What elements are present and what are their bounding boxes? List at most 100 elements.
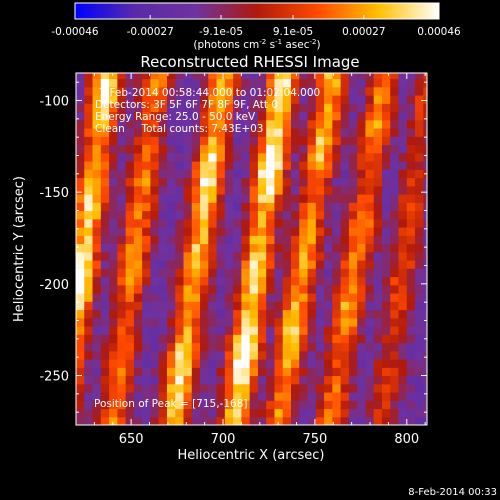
heatmap-cell — [315, 359, 325, 368]
heatmap-cell — [166, 119, 176, 129]
heatmap-cell — [282, 185, 292, 195]
heatmap-cell — [100, 243, 110, 253]
heatmap-cell — [307, 408, 317, 418]
heatmap-cell — [332, 161, 342, 170]
heatmap-cell — [307, 202, 317, 212]
heatmap-cell — [158, 128, 168, 137]
heatmap-cell — [423, 326, 427, 335]
heatmap-cell — [307, 326, 317, 335]
heatmap-cell — [216, 144, 226, 154]
heatmap-cell — [175, 334, 185, 344]
heatmap-cell — [365, 144, 375, 154]
heatmap-cell — [373, 185, 383, 195]
heatmap-cell — [324, 309, 333, 319]
heatmap-cell — [249, 243, 259, 253]
heatmap-cell — [340, 152, 350, 162]
heatmap-cell — [175, 284, 185, 294]
heatmap-cell — [340, 86, 350, 96]
heatmap-cell — [373, 317, 383, 327]
heatmap-cell — [398, 400, 408, 410]
heatmap-cell — [117, 400, 127, 410]
heatmap-cell — [142, 293, 152, 302]
heatmap-cell — [373, 326, 383, 335]
colorbar-strip — [75, 3, 439, 19]
heatmap-cell — [365, 243, 375, 253]
heatmap-cell — [109, 309, 118, 319]
heatmap-cell — [332, 375, 342, 385]
heatmap-cell — [216, 161, 226, 170]
heatmap-cell — [291, 78, 300, 88]
heatmap-cell — [100, 309, 110, 319]
heatmap-cell — [340, 367, 350, 377]
heatmap-cell — [117, 276, 127, 286]
heatmap-cell — [92, 235, 102, 245]
heatmap-cell — [357, 136, 367, 146]
heatmap-cell — [340, 268, 350, 278]
heatmap-cell — [348, 350, 358, 360]
heatmap-cell — [315, 317, 325, 327]
heatmap-cell — [415, 202, 424, 212]
heatmap-cell — [266, 260, 276, 269]
heatmap-cell — [142, 309, 152, 319]
heatmap-cell — [266, 95, 276, 104]
heatmap-cell — [233, 284, 242, 294]
heatmap-cell — [299, 251, 309, 261]
heatmap-cell — [109, 375, 118, 385]
heatmap-cell — [125, 169, 135, 179]
heatmap-cell — [257, 367, 267, 377]
heatmap-cell — [100, 95, 110, 104]
heatmap-cell — [299, 144, 309, 154]
heatmap-cell — [406, 326, 416, 335]
heatmap-cell — [133, 400, 143, 410]
heatmap-cell — [291, 293, 300, 302]
heatmap-cell — [216, 194, 226, 203]
heatmap-cell — [109, 194, 118, 203]
heatmap-cell — [299, 359, 309, 368]
heatmap-cell — [100, 73, 110, 80]
heatmap-cell — [191, 144, 201, 154]
heatmap-cell — [150, 177, 160, 187]
heatmap-cell — [200, 128, 209, 137]
heatmap-cell — [398, 177, 408, 187]
heatmap-cell — [315, 152, 325, 162]
heatmap-cell — [191, 326, 201, 335]
heatmap-cell — [423, 408, 427, 418]
heatmap-cell — [166, 268, 176, 278]
heatmap-cell — [224, 111, 234, 121]
heatmap-cell — [365, 268, 375, 278]
heatmap-cell — [398, 218, 408, 228]
heatmap-cell — [241, 78, 251, 88]
heatmap-cell — [257, 218, 267, 228]
heatmap-cell — [315, 73, 325, 80]
heatmap-cell — [191, 251, 201, 261]
heatmap-cell — [100, 185, 110, 195]
heatmap-cell — [357, 119, 367, 129]
heatmap-cell — [150, 309, 160, 319]
heatmap-cell — [390, 293, 400, 302]
heatmap-cell — [324, 301, 333, 311]
heatmap-cell — [166, 177, 176, 187]
heatmap-cell — [415, 78, 424, 88]
heatmap-cell — [315, 301, 325, 311]
heatmap-cell — [142, 392, 152, 401]
heatmap-cell — [324, 86, 333, 96]
heatmap-cell — [381, 169, 391, 179]
heatmap-cell — [117, 268, 127, 278]
heatmap-cell — [307, 383, 317, 393]
heatmap-cell — [324, 392, 333, 401]
heatmap-cell — [109, 251, 118, 261]
heatmap-cell — [100, 342, 110, 352]
heatmap-cell — [224, 103, 234, 113]
heatmap-cell — [291, 284, 300, 294]
heatmap-cell — [274, 309, 284, 319]
heatmap-cell — [291, 416, 300, 425]
heatmap-cell — [158, 408, 168, 418]
heatmap-cell — [266, 375, 276, 385]
x-tick-label: 700 — [211, 432, 236, 447]
heatmap-cell — [166, 251, 176, 261]
heatmap-cell — [84, 342, 94, 352]
heatmap-cell — [166, 260, 176, 269]
heatmap-cell — [233, 235, 242, 245]
colorbar: -0.00046 -0.00027 -9.1e-05 9.1e-05 0.00027 0.… — [51, 2, 461, 51]
heatmap-cell — [200, 326, 209, 335]
